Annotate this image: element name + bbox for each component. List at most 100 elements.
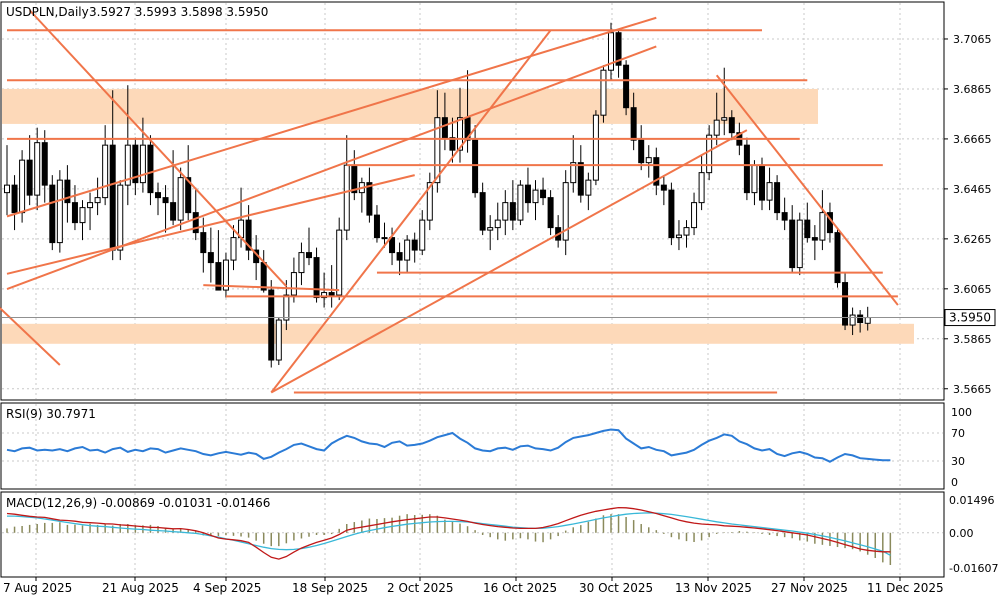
candle-body — [494, 219, 501, 229]
candle-body — [819, 212, 826, 241]
candle-body — [426, 182, 433, 221]
candle-body — [373, 214, 380, 239]
candle — [396, 242, 403, 276]
macd-tick-label: 0.01496 — [949, 494, 995, 507]
rsi-tick-label: 30 — [951, 455, 965, 468]
candle-body — [343, 164, 350, 231]
candle — [645, 145, 652, 178]
candle-body — [328, 292, 335, 296]
candle-body — [842, 282, 849, 326]
candle — [411, 232, 418, 263]
date-tick-label: 21 Aug 2025 — [102, 581, 179, 595]
candle — [147, 135, 154, 206]
candle-body — [49, 184, 56, 244]
candle-body — [230, 237, 237, 261]
candle-body — [419, 219, 426, 251]
candle-body — [540, 189, 547, 199]
trendline — [715, 74, 899, 306]
date-tick-label: 2 Oct 2025 — [387, 581, 454, 595]
candle-body — [706, 134, 713, 174]
candle — [713, 92, 720, 146]
candle-body — [532, 189, 539, 204]
candle-body — [781, 212, 788, 221]
macd-panel-frame — [0, 491, 945, 578]
candle-body — [857, 314, 864, 324]
candle-body — [517, 184, 524, 221]
candle — [834, 227, 841, 288]
macd-main-line — [6, 506, 891, 560]
candle — [819, 190, 826, 251]
candle-body — [132, 144, 139, 184]
candle — [215, 230, 222, 291]
candle-body — [260, 262, 267, 291]
macd-indicator — [6, 506, 892, 565]
candle-body — [404, 239, 411, 261]
candle-body — [811, 237, 818, 241]
candle-body — [162, 197, 169, 204]
candle — [743, 137, 750, 201]
candle-body — [185, 177, 192, 214]
candle-body — [698, 172, 705, 204]
trendline — [270, 29, 552, 394]
candle — [509, 180, 516, 231]
candle-body — [562, 182, 569, 241]
candle — [623, 60, 630, 116]
candle — [41, 130, 48, 203]
price-tick-label: 3.6265 — [953, 233, 992, 246]
candle — [494, 202, 501, 241]
candle — [389, 227, 396, 266]
candle-body — [41, 142, 48, 186]
candle — [155, 182, 161, 216]
rsi-tick-label: 70 — [951, 427, 965, 440]
date-axis: 7 Aug 2025 21 Aug 2025 4 Sep 2025 18 Sep 20… — [3, 577, 944, 595]
candle — [789, 205, 796, 273]
price-tick-label: 3.6865 — [953, 83, 992, 96]
candle — [170, 150, 177, 226]
candle — [796, 212, 803, 276]
price-tick-label: 3.6065 — [953, 283, 992, 296]
candle — [638, 125, 645, 171]
candle — [577, 145, 584, 203]
trendlines — [0, 9, 899, 394]
candle-body — [645, 157, 652, 164]
candle-body — [56, 179, 63, 244]
price-zone — [2, 323, 914, 344]
candle-body — [691, 202, 698, 229]
candle — [615, 30, 622, 78]
candle — [781, 197, 788, 231]
trendline — [28, 9, 288, 288]
candle-body — [290, 272, 297, 296]
candle-body — [147, 144, 154, 194]
candle — [4, 145, 10, 216]
candle — [600, 65, 607, 123]
price-tick-label: 3.5865 — [953, 333, 992, 346]
date-tick-label: 11 Dec 2025 — [867, 581, 944, 595]
candle — [766, 167, 773, 211]
candle-body — [117, 184, 124, 251]
candle — [653, 147, 660, 196]
candle-body — [653, 157, 660, 186]
candle-body — [638, 139, 645, 164]
candle-body — [713, 119, 720, 136]
candle-body — [509, 202, 516, 221]
candle — [373, 205, 380, 243]
candle-body — [11, 184, 18, 214]
candle — [268, 280, 275, 368]
candle — [683, 220, 690, 248]
candle-body — [170, 202, 177, 221]
candle-body — [668, 189, 675, 239]
candle — [381, 222, 388, 248]
macd-tick-label: -0.01607 — [949, 562, 998, 575]
price-zone — [2, 88, 818, 124]
date-tick-label: 13 Nov 2025 — [675, 581, 752, 595]
candle-body — [849, 314, 856, 326]
candle — [540, 177, 547, 206]
current-price-tag: 3.5950 — [944, 309, 996, 327]
candle-body — [4, 184, 10, 194]
candle-body — [87, 202, 94, 209]
candle-body — [472, 139, 479, 194]
price-tick-label: 3.6465 — [953, 183, 992, 196]
candle-body — [675, 234, 682, 239]
candle-body — [743, 144, 750, 194]
